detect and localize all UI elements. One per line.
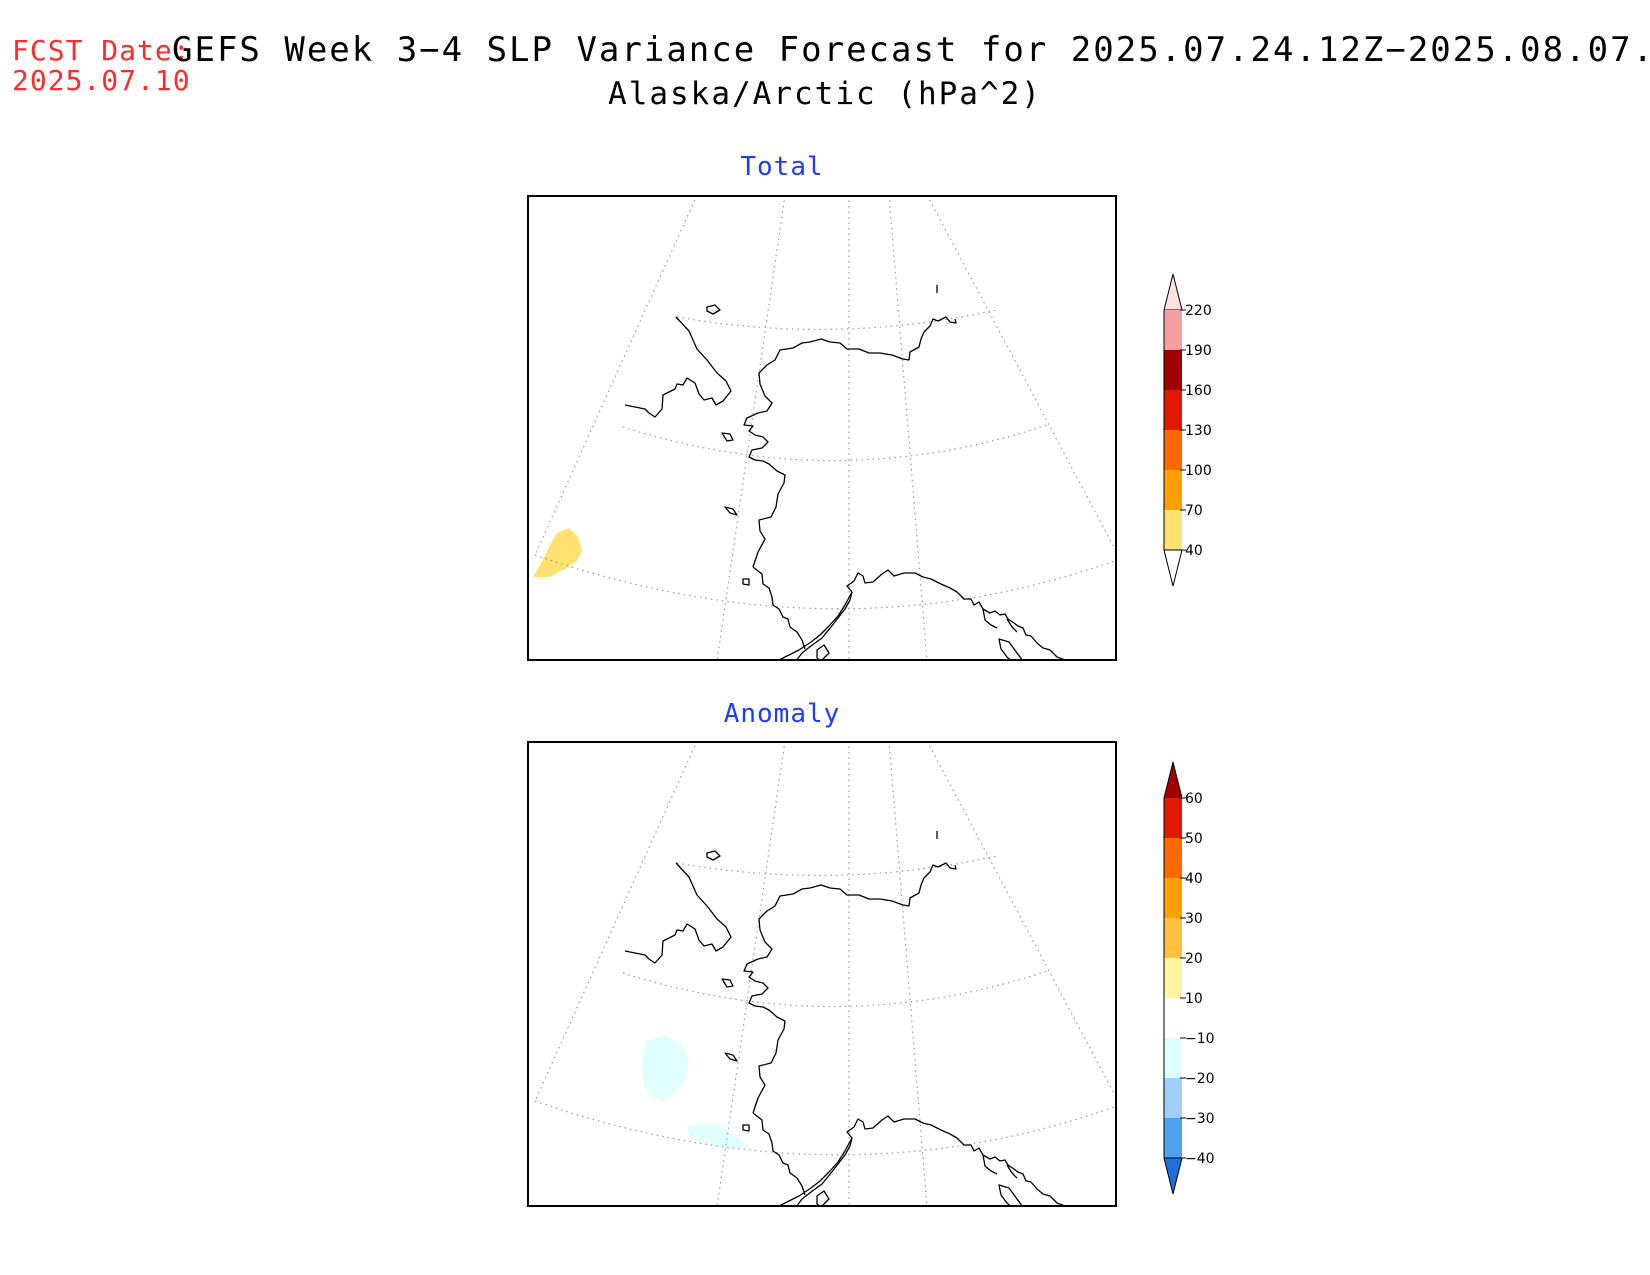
colorbar-tick-label: 130 bbox=[1185, 423, 1212, 439]
coastline bbox=[624, 862, 732, 964]
colorbar-swatch bbox=[1164, 798, 1182, 838]
map-panel-total bbox=[527, 195, 1117, 661]
coastline bbox=[816, 644, 830, 661]
coastlines bbox=[624, 831, 1090, 1207]
coastlines bbox=[624, 285, 1090, 661]
coastline bbox=[706, 850, 721, 861]
colorbar-tick-label: 20 bbox=[1185, 951, 1203, 967]
graticule-lines bbox=[534, 741, 1117, 1207]
colorbar-tick-label: 10 bbox=[1185, 991, 1203, 1007]
colorbar-swatch bbox=[1164, 430, 1182, 470]
colorbar-top-arrow bbox=[1163, 273, 1183, 311]
coastline bbox=[775, 591, 853, 661]
colorbar-tick-label: 30 bbox=[1185, 911, 1203, 927]
coastline bbox=[794, 1115, 1090, 1207]
colorbar-tick-label: 40 bbox=[1185, 543, 1203, 559]
colorbar-swatch bbox=[1164, 1118, 1182, 1158]
colorbar-swatch bbox=[1164, 310, 1182, 350]
colorbar-swatch bbox=[1164, 878, 1182, 918]
graticule-line bbox=[534, 1100, 1117, 1156]
colorbar-bottom-arrow bbox=[1163, 1157, 1183, 1195]
colorbar-tick-label: −40 bbox=[1185, 1151, 1215, 1167]
graticule-line bbox=[676, 309, 998, 331]
coastline bbox=[752, 1112, 806, 1196]
colorbar-total: 220 190 160 130 100 70 40 bbox=[1163, 273, 1212, 587]
map-panel-anomaly bbox=[527, 741, 1117, 1207]
subtitle: Alaska/Arctic (hPa^2) bbox=[608, 76, 1042, 112]
coastline bbox=[743, 316, 957, 568]
colorbar-tick-label: 100 bbox=[1185, 463, 1212, 479]
coastline bbox=[721, 978, 734, 988]
map-frame bbox=[527, 195, 1117, 661]
colorbar-swatch bbox=[1164, 918, 1182, 958]
colorbar-tick-label: −30 bbox=[1185, 1111, 1215, 1127]
colorbar-swatch bbox=[1164, 958, 1182, 998]
main-title: GEFS Week 3−4 SLP Variance Forecast for … bbox=[172, 30, 1650, 70]
panel-title-total: Total bbox=[740, 152, 824, 182]
coastline bbox=[998, 1184, 1024, 1207]
colorbar-tick-label: 190 bbox=[1185, 343, 1212, 359]
colorbar-tick-label: −10 bbox=[1185, 1031, 1215, 1047]
forecast-date-block: FCST Date: 2025.07.10 bbox=[12, 36, 191, 96]
panel-title-anomaly: Anomaly bbox=[723, 699, 841, 729]
anomaly-shaded-region bbox=[642, 1035, 689, 1101]
coastline bbox=[706, 304, 721, 315]
colorbar-anomaly: 60 50 40 30 20 10 −10 −20 −30 −40 bbox=[1163, 761, 1215, 1195]
graticule-lines bbox=[534, 195, 1117, 661]
coastline bbox=[724, 1052, 738, 1062]
forecast-date-label: FCST Date: bbox=[12, 34, 191, 67]
colorbar-top-arrow bbox=[1163, 761, 1183, 799]
colorbar-swatch bbox=[1164, 390, 1182, 430]
coastline bbox=[742, 1124, 750, 1132]
graticule-line bbox=[888, 195, 928, 661]
colorbar-tick-label: 60 bbox=[1185, 791, 1203, 807]
colorbar-tick-label: −20 bbox=[1185, 1071, 1215, 1087]
colorbar-tick-label: 70 bbox=[1185, 503, 1203, 519]
coastline bbox=[816, 1190, 830, 1207]
colorbar-swatch bbox=[1164, 510, 1182, 550]
coastline bbox=[775, 1137, 853, 1207]
coastline bbox=[794, 569, 1090, 661]
colorbar-swatch bbox=[1164, 1078, 1182, 1118]
map-frame bbox=[527, 741, 1117, 1207]
coastline bbox=[752, 566, 806, 650]
coastline bbox=[742, 578, 750, 586]
graticule-line bbox=[676, 855, 998, 877]
graticule-line bbox=[888, 741, 928, 1207]
colorbar-swatch bbox=[1164, 1038, 1182, 1078]
anomaly-shaded-region bbox=[687, 1123, 749, 1149]
colorbar-tick-label: 40 bbox=[1185, 871, 1203, 887]
coastline bbox=[743, 862, 957, 1114]
colorbar-bottom-arrow bbox=[1163, 549, 1183, 587]
colorbar-tick-label: 50 bbox=[1185, 831, 1203, 847]
colorbar-swatch bbox=[1164, 350, 1182, 390]
coastline bbox=[624, 316, 732, 418]
forecast-date-value: 2025.07.10 bbox=[12, 64, 191, 97]
colorbar-swatch bbox=[1164, 470, 1182, 510]
colorbar-swatch bbox=[1164, 998, 1182, 1038]
map-background bbox=[528, 196, 1116, 660]
coastline bbox=[982, 608, 998, 629]
coastline bbox=[724, 506, 738, 516]
map-background bbox=[528, 742, 1116, 1206]
graticule-line bbox=[716, 741, 786, 1207]
coastline bbox=[998, 638, 1024, 661]
coastline bbox=[1006, 1164, 1018, 1179]
colorbar-swatch bbox=[1164, 838, 1182, 878]
coastline bbox=[721, 432, 734, 442]
variance-shaded-region bbox=[533, 528, 582, 577]
colorbar-tick-label: 220 bbox=[1185, 303, 1212, 319]
colorbar-tick-label: 160 bbox=[1185, 383, 1212, 399]
graticule-line bbox=[716, 195, 786, 661]
coastline bbox=[982, 1154, 998, 1175]
graticule-line bbox=[534, 554, 1117, 610]
coastline bbox=[1006, 618, 1018, 633]
